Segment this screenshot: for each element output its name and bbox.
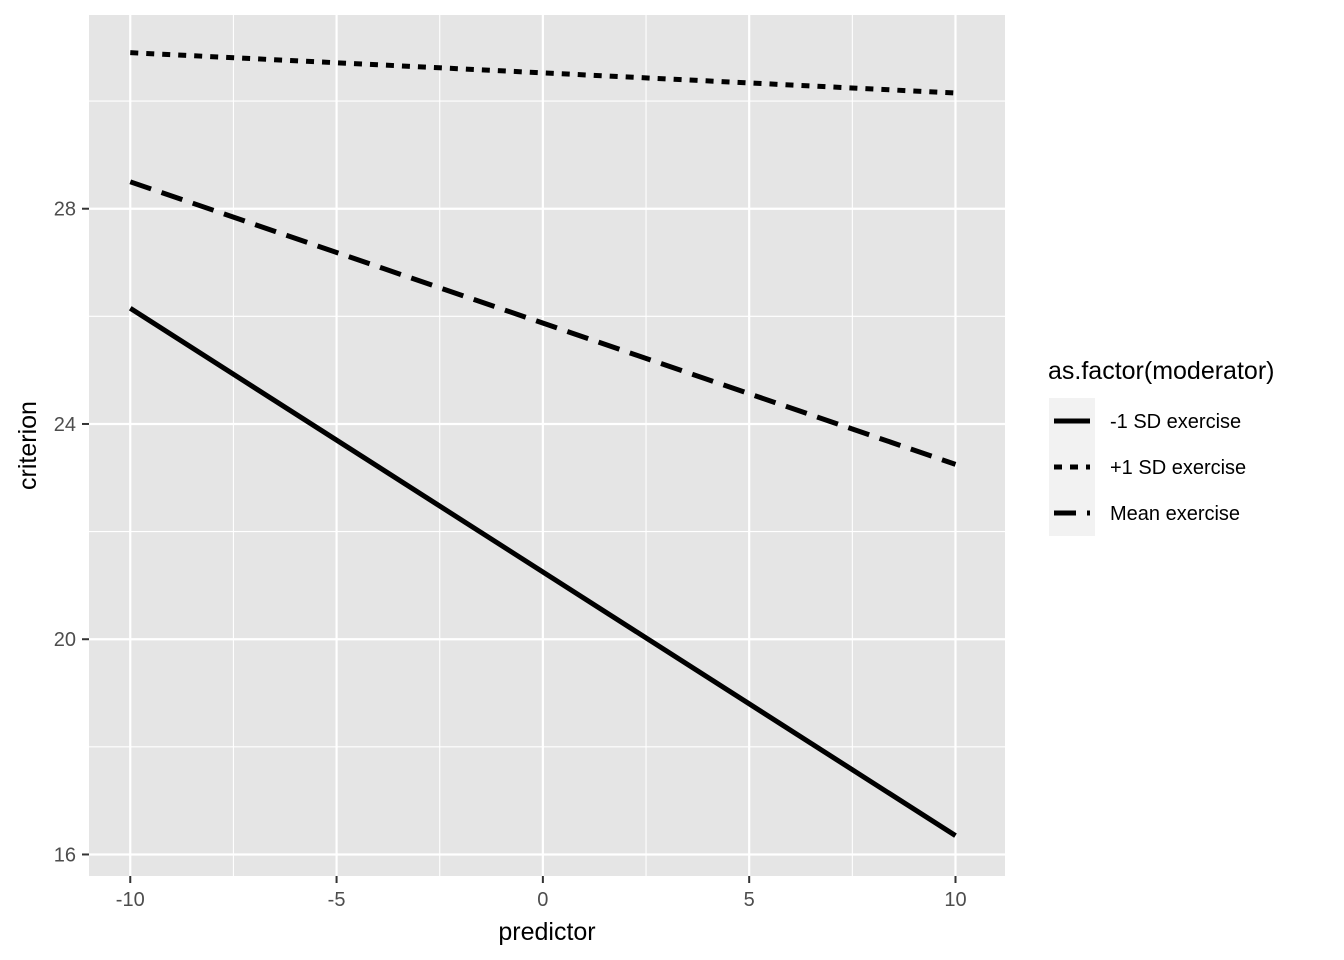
x-tick-label: -5 bbox=[328, 889, 346, 911]
y-tick-label: 24 bbox=[54, 414, 76, 436]
y-tick-label: 16 bbox=[54, 844, 76, 866]
x-tick-label: 5 bbox=[744, 889, 755, 911]
legend-label: -1 SD exercise bbox=[1110, 411, 1241, 433]
x-tick-label: 0 bbox=[537, 889, 548, 911]
legend-label: +1 SD exercise bbox=[1110, 457, 1246, 479]
y-tick-label: 28 bbox=[54, 199, 76, 221]
x-tick-label: 10 bbox=[944, 889, 966, 911]
x-axis-title: predictor bbox=[498, 918, 595, 946]
series-lines bbox=[128, 50, 957, 838]
legend-items: -1 SD exercise +1 SD exercise Mean exercis… bbox=[1054, 411, 1246, 525]
minor-grid bbox=[89, 15, 1005, 876]
y-axis: 16 20 24 28 bbox=[54, 199, 89, 866]
series-line bbox=[128, 306, 957, 838]
major-grid bbox=[89, 15, 1005, 876]
x-axis: -10 -5 0 5 10 bbox=[116, 876, 967, 911]
y-tick-label: 20 bbox=[54, 629, 76, 651]
x-tick-label: -10 bbox=[116, 889, 145, 911]
series-line bbox=[130, 50, 956, 96]
legend-title: as.factor(moderator) bbox=[1048, 357, 1274, 385]
legend: as.factor(moderator) -1 SD exercise +1 SD… bbox=[1048, 357, 1274, 536]
y-axis-title: criterion bbox=[14, 401, 42, 490]
legend-label: Mean exercise bbox=[1110, 503, 1240, 525]
series-line bbox=[129, 179, 957, 467]
